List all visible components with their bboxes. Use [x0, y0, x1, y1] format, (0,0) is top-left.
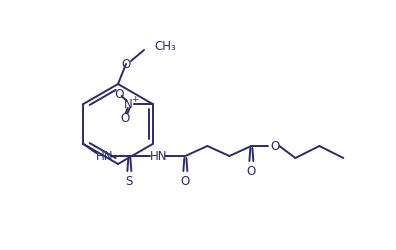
Text: ⁻O: ⁻O [109, 88, 124, 101]
Text: O: O [122, 58, 131, 71]
Text: O: O [181, 175, 190, 188]
Text: N: N [124, 98, 133, 111]
Text: HN: HN [150, 150, 167, 163]
Text: O: O [120, 112, 129, 125]
Text: O: O [271, 140, 280, 153]
Text: HN: HN [95, 150, 113, 163]
Text: S: S [126, 175, 133, 188]
Text: CH₃: CH₃ [154, 40, 176, 53]
Text: O: O [247, 165, 256, 178]
Text: +: + [131, 95, 138, 104]
